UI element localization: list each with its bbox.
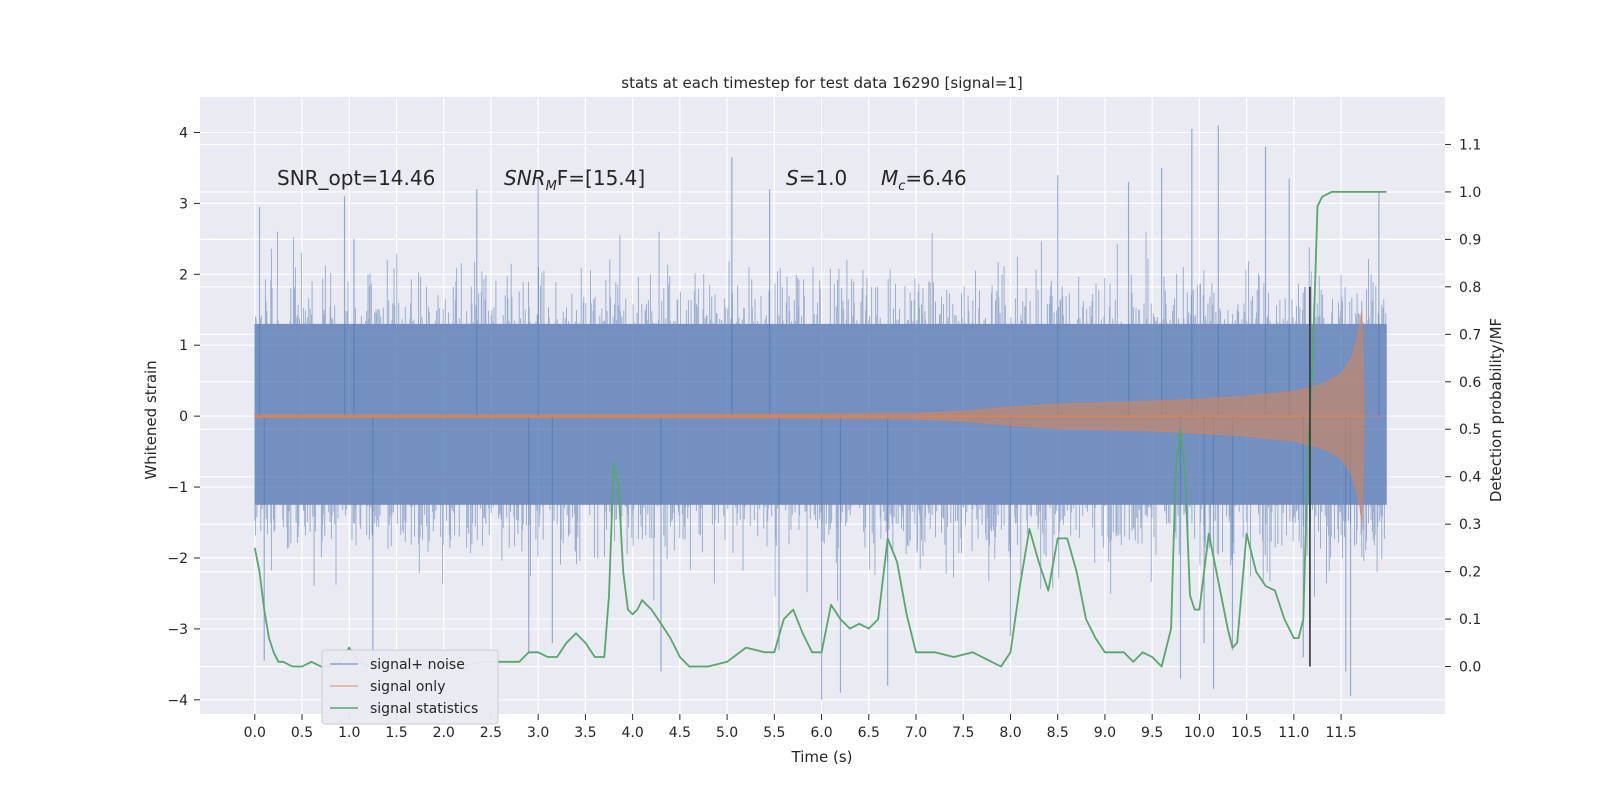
y-right-tick-label: 0.3	[1459, 517, 1481, 533]
y-left-tick-label: −2	[167, 551, 188, 567]
y-right-tick-label: 0.7	[1459, 327, 1481, 343]
x-tick-label: 4.0	[621, 725, 643, 741]
annotation-mc-value: =6.46	[905, 166, 966, 190]
x-tick-label: 5.0	[716, 725, 738, 741]
y-right-axis-ticks: 1.1 1.0 0.9 0.8 0.7 0.6 0.5 0.4 0.3 0.2 0.1 0.0	[1445, 137, 1481, 676]
legend-label-signal-noise: signal+ noise	[370, 657, 465, 673]
y-right-tick-label: 0.6	[1459, 375, 1481, 391]
x-tick-label: 11.5	[1326, 725, 1357, 741]
annotation-snr-opt: SNR_opt=14.46	[277, 166, 435, 190]
y-right-tick-label: 0.4	[1459, 470, 1481, 486]
annotation-snr-mf-value: F=[15.4]	[557, 166, 645, 190]
annotation-snr-mf: SNRMF=[15.4]	[504, 166, 645, 194]
chart-title: stats at each timestep for test data 162…	[621, 74, 1022, 92]
series-signal-only	[254, 309, 1387, 523]
x-tick-label: 0.0	[244, 725, 266, 741]
y-left-tick-label: −4	[167, 693, 188, 709]
y-right-tick-label: 1.1	[1459, 137, 1481, 153]
x-tick-label: 6.5	[858, 725, 880, 741]
y-right-tick-label: 0.8	[1459, 280, 1481, 296]
y-right-axis-label: Detection probability/MF	[1487, 318, 1505, 502]
y-left-tick-label: −1	[167, 480, 188, 496]
x-tick-label: 8.0	[999, 725, 1021, 741]
x-tick-label: 10.0	[1184, 725, 1215, 741]
x-tick-label: 9.0	[1094, 725, 1116, 741]
x-tick-label: 1.5	[385, 725, 407, 741]
x-tick-label: 1.0	[338, 725, 360, 741]
x-tick-label: 4.5	[669, 725, 691, 741]
annotation-mc-symbol: M	[881, 166, 898, 190]
x-axis-label: Time (s)	[791, 748, 853, 766]
x-tick-label: 7.0	[905, 725, 927, 741]
legend: signal+ noise signal only signal statist…	[321, 649, 499, 725]
y-left-tick-label: 3	[179, 196, 188, 212]
x-axis-ticks: 0.0 0.5 1.0 1.5 2.0 2.5 3.0 3.5 4.0 4.5 5.0 5.5 6.0 6…	[244, 714, 1357, 741]
annotation-snr-mf-subscript: M	[546, 179, 557, 194]
annotation-mc: Mc=6.46	[881, 166, 967, 194]
x-tick-label: 5.5	[763, 725, 785, 741]
y-left-tick-label: 4	[179, 125, 188, 141]
y-left-tick-label: 1	[179, 338, 188, 354]
x-tick-label: 0.5	[291, 725, 313, 741]
legend-label-signal-statistics: signal statistics	[370, 701, 478, 717]
x-tick-label: 8.5	[1047, 725, 1069, 741]
legend-label-signal-only: signal only	[370, 679, 445, 695]
x-tick-label: 2.0	[433, 725, 455, 741]
y-left-tick-label: 2	[179, 267, 188, 283]
x-tick-label: 7.5	[952, 725, 974, 741]
y-left-tick-label: 0	[179, 409, 188, 425]
annotation-s-symbol: S	[786, 166, 799, 190]
y-right-tick-label: 1.0	[1459, 185, 1481, 201]
x-tick-label: 9.5	[1141, 725, 1163, 741]
x-tick-label: 11.0	[1278, 725, 1309, 741]
y-left-tick-label: −3	[167, 622, 188, 638]
annotation-mc-subscript: c	[898, 179, 905, 194]
x-tick-label: 6.0	[810, 725, 832, 741]
annotation-s: S=1.0	[786, 166, 847, 190]
y-right-tick-label: 0.9	[1459, 232, 1481, 248]
y-left-axis-label: Whitened strain	[142, 360, 160, 479]
x-tick-label: 3.0	[527, 725, 549, 741]
x-tick-label: 3.5	[574, 725, 596, 741]
y-right-tick-label: 0.1	[1459, 612, 1481, 628]
annotation-snr-mf-symbol: SNR	[504, 166, 546, 190]
y-right-tick-label: 0.0	[1459, 660, 1481, 676]
y-left-axis-ticks: 4 3 2 1 0 −1 −2 −3 −4	[167, 125, 200, 709]
y-right-tick-label: 0.5	[1459, 422, 1481, 438]
legend-box	[321, 649, 499, 725]
annotation-s-value: =1.0	[799, 166, 848, 190]
x-tick-label: 10.5	[1231, 725, 1262, 741]
y-right-tick-label: 0.2	[1459, 565, 1481, 581]
x-tick-label: 2.5	[480, 725, 502, 741]
